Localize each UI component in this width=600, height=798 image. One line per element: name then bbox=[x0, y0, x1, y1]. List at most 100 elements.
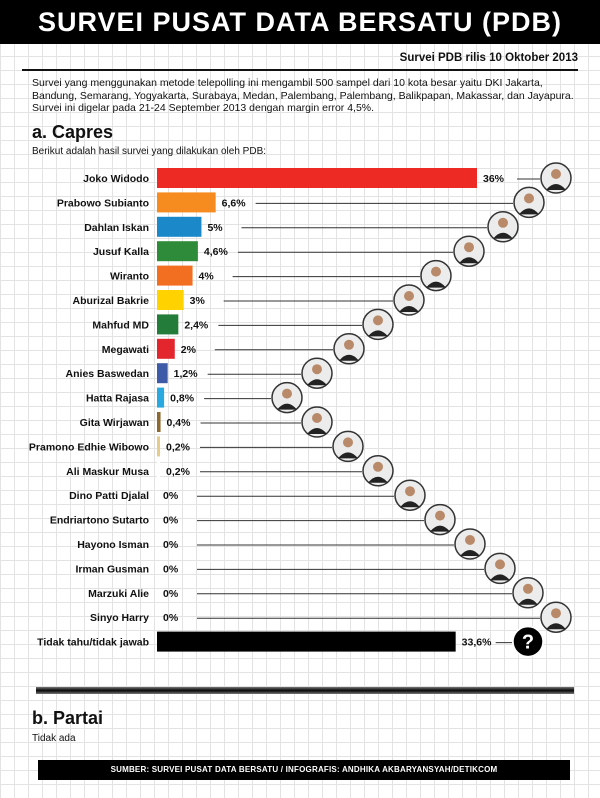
avatar-head-icon bbox=[524, 193, 534, 204]
avatar-body-icon bbox=[400, 501, 420, 508]
bar-category-label: Joko Widodo bbox=[83, 173, 149, 185]
avatar-head-icon bbox=[282, 388, 292, 399]
bar-value-label: 0,4% bbox=[167, 417, 192, 429]
avatar-head-icon bbox=[404, 291, 414, 301]
bar-value-label: 0,2% bbox=[166, 441, 191, 453]
bar-value-label: 1,2% bbox=[174, 368, 199, 380]
avatar-head-icon bbox=[312, 364, 322, 375]
avatar-body-icon bbox=[338, 452, 358, 459]
bar-category-label: Jusuf Kalla bbox=[93, 246, 149, 258]
bar bbox=[157, 241, 198, 262]
avatar-head-icon bbox=[523, 583, 533, 594]
avatar-head-icon bbox=[312, 413, 322, 423]
bar-category-label: Wiranto bbox=[110, 271, 149, 283]
bar-category-label: Anies Baswedan bbox=[66, 368, 149, 380]
avatar-body-icon bbox=[460, 550, 480, 556]
bar-category-label: Pramono Edhie Wibowo bbox=[29, 441, 149, 453]
bar-value-label: 5% bbox=[207, 222, 223, 234]
avatar-body-icon bbox=[277, 403, 297, 410]
capres-heading: a. Capres bbox=[32, 122, 114, 142]
bar-category-label: Dino Patti Djalal bbox=[69, 490, 149, 502]
top-divider bbox=[22, 69, 578, 71]
avatar-body-icon bbox=[493, 232, 513, 239]
bar-value-label: 6,6% bbox=[222, 197, 247, 209]
avatar-body-icon bbox=[546, 184, 566, 190]
bar bbox=[157, 338, 175, 359]
bar bbox=[157, 436, 160, 457]
bar-category-label: Hatta Rajasa bbox=[86, 393, 149, 405]
avatar-head-icon bbox=[373, 461, 383, 472]
bar-category-label: Ali Maskur Musa bbox=[66, 466, 149, 478]
bar-category-label: Aburizal Bakrie bbox=[73, 295, 150, 307]
bar-value-label: 0% bbox=[163, 612, 179, 624]
bar-value-label: 3% bbox=[190, 295, 206, 307]
avatar-head-icon bbox=[551, 608, 561, 619]
avatar-body-icon bbox=[518, 598, 538, 605]
bar-value-label: 0% bbox=[163, 515, 179, 527]
avatar-body-icon bbox=[459, 257, 479, 264]
bar-value-label: 0% bbox=[163, 539, 179, 551]
avatar-body-icon bbox=[519, 208, 539, 215]
avatar-head-icon bbox=[464, 242, 474, 253]
bar-category-label: Tidak tahu/tidak jawab bbox=[37, 637, 149, 649]
avatar-body-icon bbox=[307, 379, 327, 386]
question-mark-icon: ? bbox=[522, 632, 534, 654]
avatar-head-icon bbox=[435, 510, 445, 521]
partai-heading: b. Partai bbox=[32, 708, 104, 728]
bar bbox=[157, 363, 168, 384]
bar bbox=[157, 192, 216, 213]
avatar-head-icon bbox=[551, 169, 561, 179]
avatar-body-icon bbox=[399, 306, 419, 312]
bar-value-label: 0% bbox=[163, 563, 179, 575]
avatar-body-icon bbox=[430, 525, 450, 532]
bar-category-label: Gita Wirjawan bbox=[80, 417, 149, 429]
bar-category-label: Dahlan Iskan bbox=[84, 222, 149, 234]
avatar-body-icon bbox=[307, 428, 327, 434]
bar-value-label: 4,6% bbox=[204, 246, 229, 258]
bar bbox=[157, 387, 165, 408]
bar-value-label: 2,4% bbox=[184, 319, 209, 331]
bar bbox=[157, 460, 160, 481]
avatar-head-icon bbox=[465, 535, 475, 545]
bar bbox=[157, 168, 477, 188]
avatar-head-icon bbox=[405, 486, 415, 497]
avatar-body-icon bbox=[368, 330, 388, 337]
avatar-body-icon bbox=[368, 476, 388, 483]
question-avatar-icon bbox=[512, 625, 544, 658]
source-footer: SUMBER: SURVEI PUSAT DATA BERSATU / INFO… bbox=[38, 760, 570, 780]
section-divider bbox=[36, 687, 574, 694]
avatar-body-icon bbox=[339, 354, 359, 361]
avatar-head-icon bbox=[431, 266, 441, 277]
bar bbox=[157, 216, 202, 237]
bar-value-label: 0% bbox=[163, 588, 179, 600]
bar-value-label: 0,2% bbox=[166, 466, 191, 478]
bar-category-label: Marzuki Alie bbox=[88, 588, 149, 600]
avatar-head-icon bbox=[498, 217, 508, 228]
bar-category-label: Irman Gusman bbox=[75, 563, 149, 575]
bar-category-label: Mahfud MD bbox=[92, 319, 149, 331]
avatar-body-icon bbox=[546, 623, 566, 630]
avatar-head-icon bbox=[343, 437, 353, 448]
bar-value-label: 36% bbox=[483, 173, 505, 185]
bar-category-label: Hayono Isman bbox=[77, 539, 149, 551]
bar bbox=[157, 314, 179, 335]
capres-subheading: Berikut adalah hasil survei yang dilakuk… bbox=[32, 146, 267, 157]
bar-category-label: Megawati bbox=[102, 344, 149, 356]
survey-description: Survei yang menggunakan metode telepolli… bbox=[32, 77, 574, 114]
bar bbox=[157, 265, 193, 286]
avatar-body-icon bbox=[426, 281, 446, 288]
avatar-body-icon bbox=[490, 574, 510, 581]
avatar-head-icon bbox=[344, 339, 354, 350]
avatar-head-icon bbox=[373, 315, 383, 326]
bar-value-label: 33,6% bbox=[462, 637, 492, 649]
avatar-head-icon bbox=[495, 559, 505, 570]
bar bbox=[157, 631, 456, 652]
bar-category-label: Endriartono Sutarto bbox=[50, 515, 149, 527]
page-title: SURVEI PUSAT DATA BERSATU (PDB) bbox=[0, 0, 600, 44]
bar bbox=[157, 412, 161, 432]
bar-value-label: 0,8% bbox=[170, 393, 195, 405]
bar-value-label: 0% bbox=[163, 490, 179, 502]
bar-value-label: 4% bbox=[199, 271, 215, 283]
capres-bar-chart: Joko Widodo 36% Prabowo Subianto 6,6% Dahlan… bbox=[29, 162, 572, 658]
bar-category-label: Prabowo Subianto bbox=[57, 197, 149, 209]
